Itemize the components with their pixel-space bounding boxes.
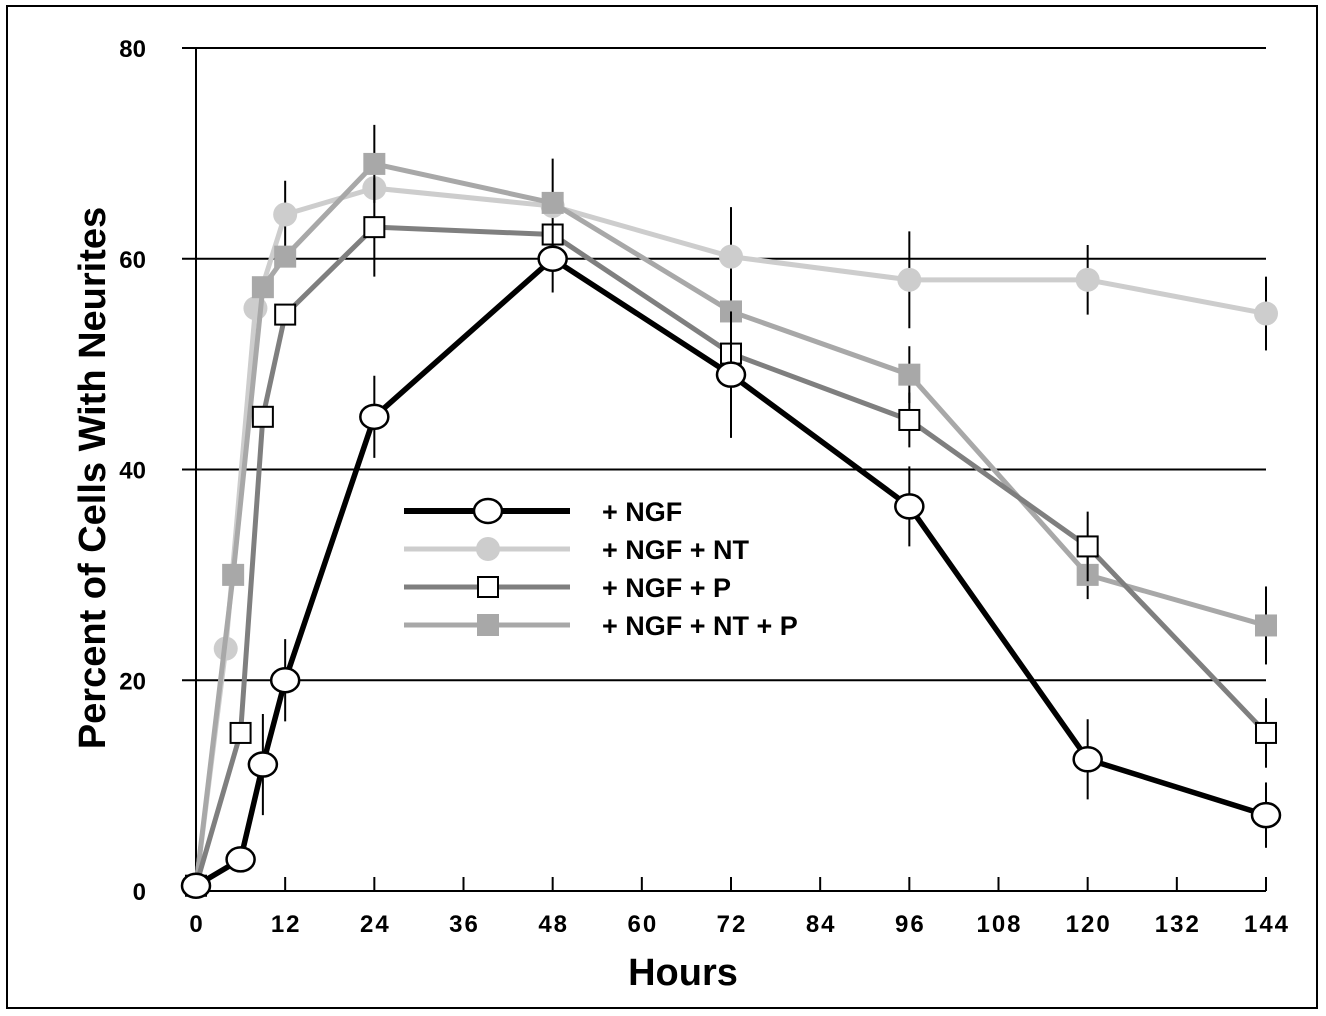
series-1 xyxy=(180,225,1282,899)
x-tick-label: 144 xyxy=(1244,911,1290,938)
data-point xyxy=(274,303,297,326)
axes: 0 20 40 60 80 0 12 24 36 48 60 72 84 96 108 120 132 144 xyxy=(119,36,1290,938)
x-tick-label: 12 xyxy=(271,911,302,938)
data-point xyxy=(225,846,256,873)
data-point xyxy=(222,563,245,586)
data-point xyxy=(1075,267,1100,292)
x-axis-title: Hours xyxy=(628,952,738,994)
legend-marker xyxy=(477,614,499,636)
data-point xyxy=(269,667,301,694)
data-point xyxy=(541,191,564,214)
data-point xyxy=(363,216,386,239)
legend-marker xyxy=(472,497,504,525)
legend-label: + NGF + NT + P xyxy=(602,611,798,641)
data-point xyxy=(898,363,921,386)
x-tick-label: 132 xyxy=(1155,911,1201,938)
y-tick-label: 0 xyxy=(133,879,146,906)
data-point xyxy=(247,751,279,778)
data-point xyxy=(251,276,274,299)
data-point xyxy=(359,403,390,431)
legend-entry: + NGF xyxy=(404,497,682,527)
legend-entry: + NGF + P xyxy=(404,573,731,603)
x-tick-label: 96 xyxy=(895,911,926,938)
data-point xyxy=(251,405,274,428)
x-tick-label: 84 xyxy=(806,911,837,938)
legend-label: + NGF + P xyxy=(602,573,731,603)
series-line xyxy=(193,161,1269,889)
data-point xyxy=(1254,301,1278,326)
data-point xyxy=(715,361,747,388)
x-tick-label: 0 xyxy=(189,911,204,938)
x-tick-label: 120 xyxy=(1066,911,1112,938)
series-line xyxy=(193,256,1269,889)
data-point xyxy=(1255,721,1277,744)
legend-label: + NGF xyxy=(602,497,682,527)
data-point xyxy=(363,152,386,175)
y-tick-label: 20 xyxy=(119,668,146,695)
series-layer xyxy=(180,124,1282,899)
series-line xyxy=(193,224,1269,889)
y-tick-label: 80 xyxy=(119,36,146,63)
legend-label: + NGF + NT xyxy=(602,535,750,565)
x-tick-label: 60 xyxy=(627,911,658,938)
data-point xyxy=(897,267,922,292)
chart-frame xyxy=(6,5,1318,1009)
legend-marker xyxy=(477,576,499,598)
legend-entry: + NGF + NT + P xyxy=(404,611,798,641)
series-2 xyxy=(184,158,1278,898)
x-tick-label: 36 xyxy=(449,911,480,938)
y-axis-title: Percent of Cells With Neurites xyxy=(72,207,114,749)
data-point xyxy=(1250,801,1282,829)
data-point xyxy=(898,408,921,431)
data-point xyxy=(894,493,925,520)
data-point xyxy=(1076,535,1099,558)
y-tick-label: 40 xyxy=(119,458,146,485)
legend: + NGF + NGF + NT + NGF + P + NGF + NT + P xyxy=(404,497,798,641)
data-point xyxy=(719,244,743,269)
data-point xyxy=(1072,746,1103,773)
data-point xyxy=(274,245,297,268)
x-tick-label: 24 xyxy=(360,911,391,938)
x-tick-label: 72 xyxy=(717,911,748,938)
legend-marker xyxy=(476,537,500,561)
x-tick-label: 48 xyxy=(538,911,569,938)
y-tick-label: 60 xyxy=(119,247,146,274)
data-point xyxy=(537,245,568,272)
data-point xyxy=(180,872,212,899)
data-point xyxy=(229,721,252,744)
data-point xyxy=(1255,614,1277,637)
series-line xyxy=(193,185,1269,889)
legend-entry: + NGF + NT xyxy=(404,535,750,565)
data-point xyxy=(273,202,298,227)
x-tick-label: 108 xyxy=(976,911,1022,938)
